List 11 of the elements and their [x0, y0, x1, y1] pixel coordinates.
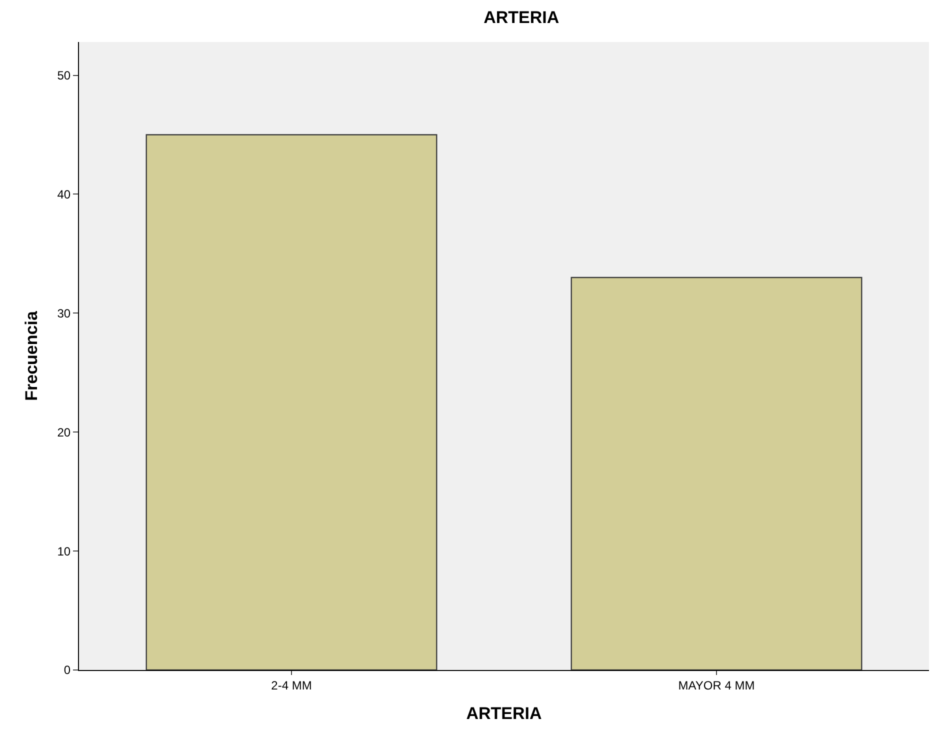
y-tick-label: 0	[64, 663, 71, 678]
x-tick-label: 2-4 MM	[271, 678, 312, 692]
y-tick-label: 40	[57, 187, 71, 202]
y-tick-label: 10	[57, 544, 71, 558]
y-tick-label: 30	[57, 306, 71, 320]
y-tick-label: 20	[57, 425, 71, 440]
x-axis-title: ARTERIA	[466, 704, 542, 723]
chart-title: ARTERIA	[484, 8, 560, 27]
y-tick-label: 50	[57, 68, 71, 82]
y-axis-title: Frecuencia	[22, 310, 41, 401]
x-tick-label: MAYOR 4 MM	[678, 678, 755, 692]
